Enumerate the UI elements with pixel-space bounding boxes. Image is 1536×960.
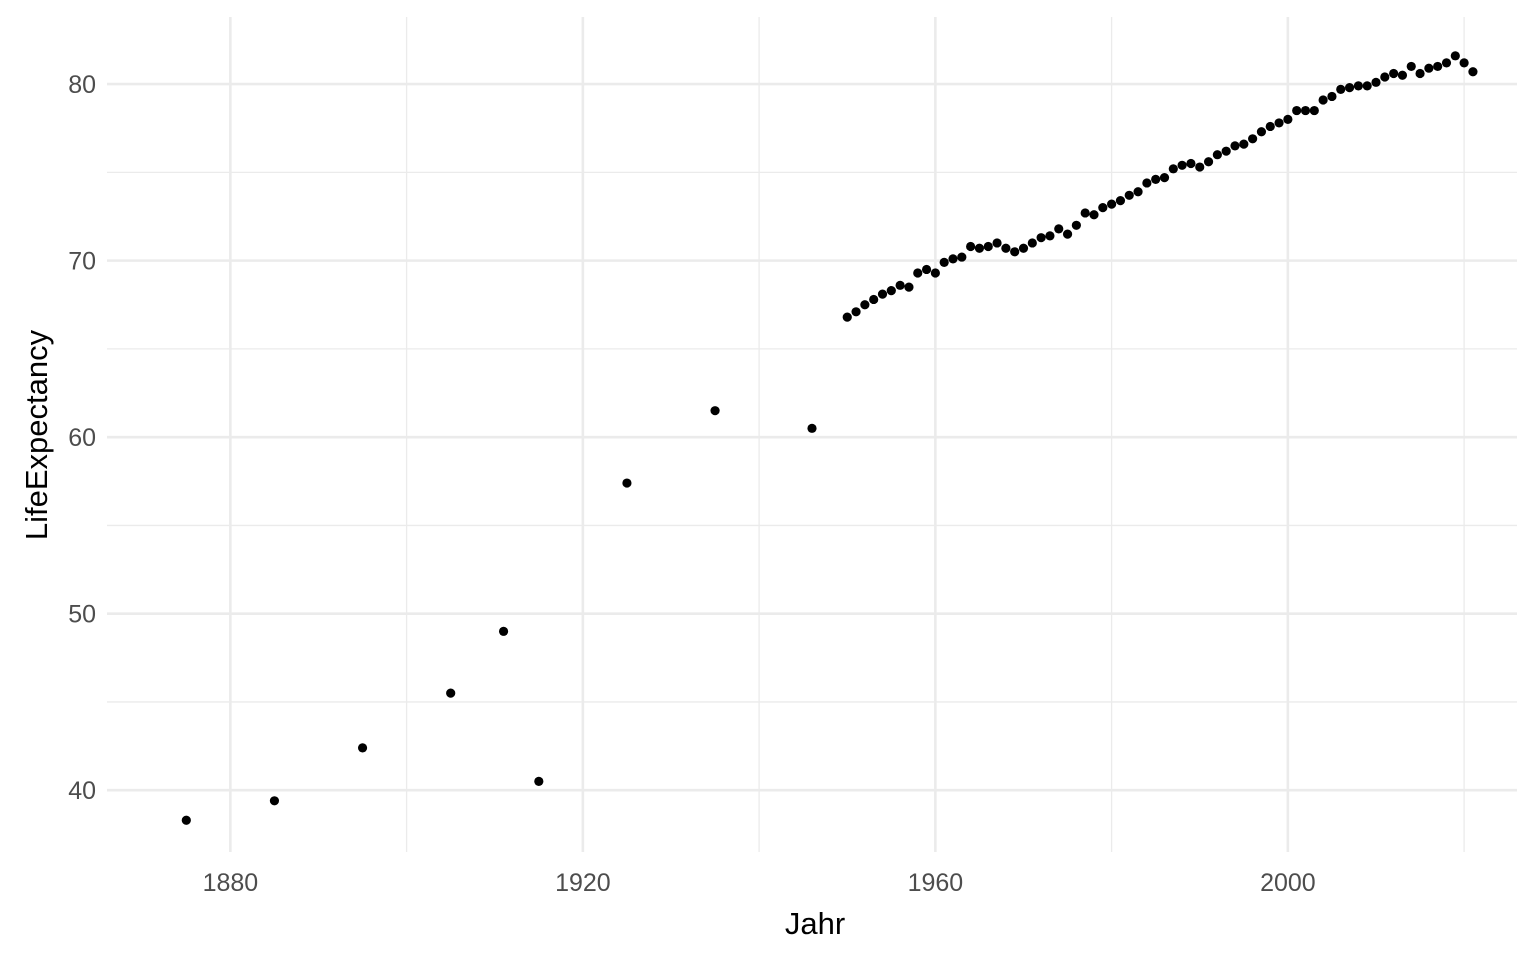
data-point [992,238,1002,248]
data-point [921,264,932,275]
data-point [1274,118,1284,128]
data-point [1468,67,1478,77]
data-point [1353,81,1363,91]
data-point [842,312,852,322]
data-point [1397,70,1408,80]
data-point [357,743,368,753]
data-point [1142,178,1152,188]
data-points [181,51,1478,825]
data-point [1168,164,1178,174]
data-point [860,300,870,310]
data-point [1362,81,1372,91]
data-point [1292,105,1302,116]
data-point [1380,72,1390,82]
data-point [983,241,993,252]
y-axis-ticks: 40 50 60 70 80 [68,71,96,805]
data-point [1283,114,1293,124]
data-point [1433,61,1443,72]
data-point [877,289,888,299]
data-point [974,243,985,253]
data-point [1309,105,1319,116]
data-point [869,294,879,305]
y-tick-label: 50 [68,601,96,629]
data-point [1230,141,1240,151]
data-point [1036,233,1046,243]
data-point [1441,58,1452,68]
x-tick-label: 1920 [555,869,611,897]
data-point [1151,174,1161,185]
data-point [710,406,720,416]
data-point [1062,229,1073,239]
y-tick-label: 70 [68,248,96,276]
data-point [966,241,976,252]
x-tick-label: 1880 [203,869,259,897]
x-axis-title: Jahr [785,906,845,941]
data-point [1300,105,1311,116]
data-point [1221,146,1231,156]
data-point [1159,173,1170,183]
data-point [1018,243,1029,253]
data-point [269,796,280,806]
data-point [1344,83,1355,93]
data-point [930,268,940,278]
data-point [446,688,456,698]
data-point [181,815,191,825]
data-point [886,286,896,296]
data-point [1327,91,1337,102]
data-point [1389,68,1399,79]
data-point [1045,231,1055,241]
data-point [1186,158,1196,169]
data-point [1256,127,1267,137]
data-point [1010,247,1020,257]
data-point [622,478,632,488]
data-point [498,626,509,636]
data-point [1195,162,1205,172]
x-tick-label: 1960 [908,869,964,897]
data-point [1027,238,1037,248]
data-point [1001,243,1011,253]
y-tick-label: 40 [68,777,96,805]
data-point [1133,187,1143,197]
y-axis-title: LifeExpectancy [19,329,54,540]
data-point [1371,77,1381,87]
data-point [1424,63,1434,73]
data-point [1203,157,1214,167]
data-point [957,252,967,262]
data-point [1318,95,1328,105]
data-point [1080,208,1090,218]
data-point [913,268,923,278]
grid [107,17,1517,852]
data-point [1212,150,1222,160]
y-tick-label: 60 [68,424,96,452]
data-point [1415,68,1425,79]
data-point [1248,134,1258,144]
data-point [534,776,544,786]
data-point [807,423,817,433]
data-point [895,280,905,290]
data-point [1459,58,1469,68]
data-point [1124,190,1134,200]
data-point [1071,220,1081,230]
data-point [1107,199,1117,209]
data-point [1115,195,1126,206]
data-point [904,282,914,292]
data-point [1450,51,1460,61]
data-point [939,257,949,267]
y-tick-label: 80 [68,71,96,99]
data-point [1177,160,1187,170]
data-point [1054,224,1064,234]
data-point [1239,139,1249,149]
data-point [1336,84,1346,94]
data-point [1265,121,1275,132]
x-tick-label: 2000 [1260,869,1316,897]
data-point [1406,61,1416,72]
data-point [851,307,861,317]
x-axis-ticks: 1880 1920 1960 2000 [203,869,1316,897]
data-point [1089,210,1099,220]
data-point [1098,203,1108,213]
data-point [948,254,958,264]
